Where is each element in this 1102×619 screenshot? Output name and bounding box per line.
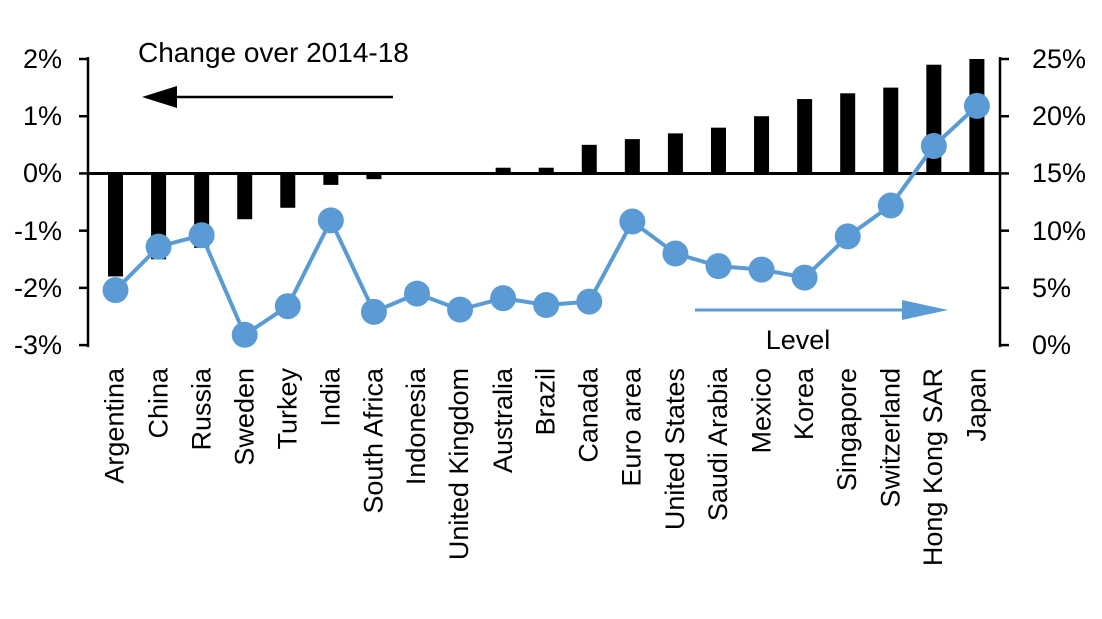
category-label: Indonesia bbox=[401, 368, 432, 486]
category-label: Canada bbox=[573, 368, 604, 463]
line-point bbox=[705, 253, 732, 280]
category-label: Australia bbox=[487, 368, 518, 474]
category-label: Japan bbox=[961, 368, 992, 442]
category-label: Hong Kong SAR bbox=[918, 368, 949, 567]
bar bbox=[538, 167, 554, 174]
left-axis-tick-label: -1% bbox=[13, 215, 62, 246]
line-point bbox=[920, 132, 947, 159]
category-label: Saudi Arabia bbox=[702, 368, 733, 522]
line-point bbox=[102, 277, 129, 304]
line-point bbox=[662, 240, 689, 267]
category-label: Euro area bbox=[616, 368, 647, 487]
line-point bbox=[791, 264, 818, 291]
bar bbox=[366, 173, 382, 180]
line-point bbox=[403, 280, 430, 307]
right-axis-tick-label: 10% bbox=[1032, 215, 1087, 246]
left-axis-tick-label: -3% bbox=[13, 330, 62, 361]
right-axis-tick-label: 25% bbox=[1032, 44, 1087, 74]
right-axis-tick-label: 5% bbox=[1032, 272, 1072, 303]
line-point bbox=[619, 208, 646, 235]
left-axis-tick-label: 1% bbox=[22, 101, 62, 132]
category-label: India bbox=[315, 368, 346, 427]
category-label: South Africa bbox=[358, 368, 389, 514]
category-label: Argentina bbox=[100, 368, 130, 484]
left-axis-series-title: Change over 2014-18 bbox=[138, 37, 409, 68]
left-axis-tick-label: -2% bbox=[13, 272, 62, 303]
line-point bbox=[274, 293, 301, 320]
category-label: Russia bbox=[186, 368, 217, 451]
line-point bbox=[963, 92, 990, 119]
bar bbox=[624, 139, 640, 174]
category-label: Singapore bbox=[832, 368, 863, 492]
right-axis-series-title: Level bbox=[765, 325, 831, 355]
line-point bbox=[145, 233, 172, 260]
category-label: United States bbox=[659, 368, 690, 531]
bar bbox=[581, 144, 597, 174]
line-point bbox=[834, 223, 861, 250]
line-point bbox=[447, 296, 474, 323]
category-label: United Kingdom bbox=[444, 368, 475, 561]
line-point bbox=[877, 192, 904, 219]
right-axis-tick-label: 15% bbox=[1032, 158, 1087, 189]
level-arrow-head-right bbox=[902, 300, 948, 320]
bar bbox=[797, 99, 813, 174]
left-axis-tick-label: 2% bbox=[22, 44, 62, 74]
right-axis-tick-label: 0% bbox=[1032, 330, 1072, 361]
line-point bbox=[576, 288, 603, 315]
left-axis-tick-label: 0% bbox=[22, 158, 62, 189]
bar bbox=[883, 87, 899, 174]
category-label: Switzerland bbox=[875, 368, 906, 508]
bar bbox=[237, 173, 253, 220]
bar bbox=[323, 173, 339, 185]
bar bbox=[754, 116, 770, 174]
line-point bbox=[231, 321, 258, 348]
right-axis-tick-label: 20% bbox=[1032, 101, 1087, 132]
category-label: Sweden bbox=[229, 368, 260, 466]
line-point bbox=[748, 256, 775, 283]
line-point bbox=[317, 207, 344, 234]
line-point bbox=[533, 292, 560, 319]
line-point bbox=[490, 285, 517, 312]
category-label: China bbox=[143, 368, 174, 439]
change-arrow-head-left bbox=[142, 86, 177, 108]
line-point bbox=[188, 222, 215, 249]
line-point bbox=[360, 298, 387, 325]
bar bbox=[710, 127, 726, 174]
category-label: Mexico bbox=[746, 368, 777, 454]
category-label: Turkey bbox=[272, 368, 303, 450]
bar bbox=[108, 173, 123, 277]
category-label: Brazil bbox=[530, 368, 561, 436]
bar bbox=[667, 133, 683, 174]
bar bbox=[495, 167, 511, 174]
category-label: Korea bbox=[789, 368, 820, 441]
bar bbox=[840, 93, 856, 174]
bar bbox=[280, 173, 296, 208]
